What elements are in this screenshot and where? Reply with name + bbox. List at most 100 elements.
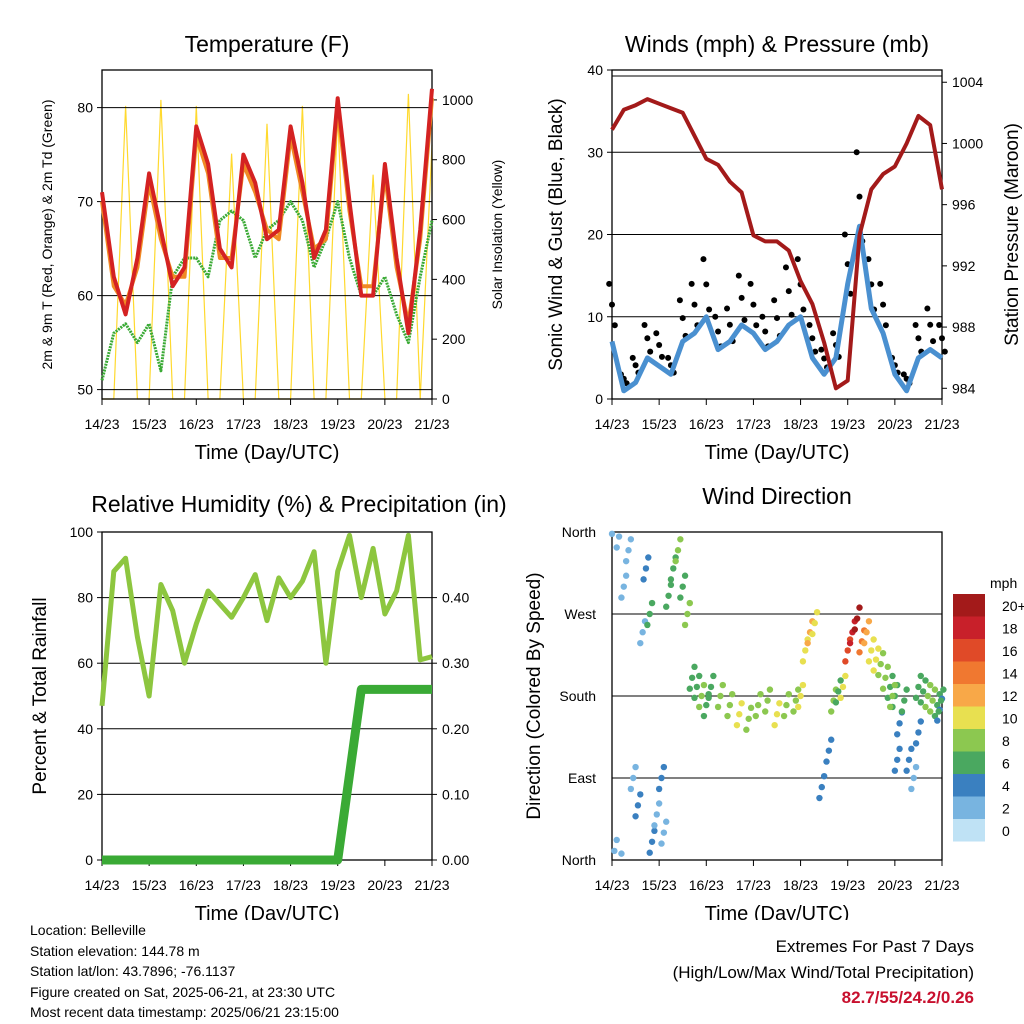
direction-point	[663, 818, 670, 825]
direction-point	[625, 547, 632, 554]
humidity-xtick-label: 15/23	[132, 877, 167, 893]
winds-frame	[611, 69, 943, 400]
direction-point	[828, 736, 835, 743]
direction-point	[627, 536, 635, 543]
humidity-title: Relative Humidity (%) & Precipitation (i…	[91, 491, 506, 517]
direction-point	[870, 667, 877, 674]
direction-point	[865, 658, 873, 665]
temperature-y2tick-label: 200	[442, 331, 466, 347]
direction-point	[651, 827, 658, 835]
direction-point	[640, 576, 647, 583]
recent-timestamp-text: Most recent data timestamp: 2025/06/21 2…	[30, 1004, 339, 1020]
gust-point	[609, 301, 615, 308]
winds-panel: Winds (mph) & Pressure (mb) 0 10 20 30 40 984 9…	[546, 31, 1023, 464]
humidity-xtick-label: 19/23	[320, 877, 355, 893]
temperature-2m-line	[100, 88, 434, 336]
colorbar-label: 10	[1002, 711, 1018, 727]
direction-point	[646, 849, 653, 856]
humidity-y2tick-label: 0.40	[442, 590, 469, 606]
humidity-xtick-label: 18/23	[273, 877, 308, 893]
direction-point	[937, 697, 945, 704]
direction-point	[644, 621, 651, 629]
colorbar-swatch	[953, 706, 985, 729]
gust-point	[759, 313, 766, 320]
direction-point	[837, 694, 844, 702]
humidity-ytick-label: 40	[77, 721, 93, 737]
direction-panel: Wind Direction North East South West North 14/…	[524, 483, 1024, 920]
direction-point	[627, 785, 635, 793]
direction-ylabel: Direction (Colored By Speed)	[524, 572, 545, 819]
direction-point	[646, 610, 653, 618]
temperature-xtick-label: 19/23	[320, 416, 355, 432]
gust-point	[830, 330, 837, 337]
gust-point	[941, 348, 948, 355]
elevation-text: Station elevation: 144.78 m	[30, 942, 200, 959]
direction-ytick-label: North	[562, 524, 596, 540]
direction-point	[693, 683, 701, 691]
direction-point	[637, 639, 644, 647]
gust-point	[726, 321, 733, 328]
colorbar-swatch	[953, 594, 985, 617]
gust-point	[653, 330, 660, 337]
direction-ytick-label: West	[564, 606, 596, 622]
direction-point	[665, 592, 672, 599]
temperature-y2tick-label: 400	[442, 271, 466, 287]
direction-point	[745, 715, 752, 722]
direction-point	[714, 703, 722, 711]
direction-point	[783, 701, 790, 709]
gust-point	[679, 315, 686, 322]
direction-point	[757, 690, 764, 698]
direction-point	[837, 677, 844, 684]
winds-ytick-label: 30	[587, 144, 603, 160]
direction-point	[686, 599, 693, 607]
direction-point	[917, 672, 924, 680]
direction-point	[795, 686, 802, 693]
direction-point	[922, 677, 929, 684]
temperature-xtick-label: 14/23	[84, 416, 119, 432]
direction-point	[896, 745, 903, 753]
temperature-y2tick-label: 600	[442, 212, 466, 228]
gust-point	[641, 321, 648, 328]
gust-point	[794, 256, 801, 263]
colorbar-label: 12	[1002, 688, 1018, 704]
direction-point	[634, 802, 642, 809]
direction-xtick-label: 21/23	[924, 877, 959, 893]
direction-point	[651, 822, 658, 829]
humidity-xtick-label: 21/23	[414, 877, 449, 893]
direction-point	[929, 697, 936, 704]
gust-point	[774, 315, 780, 322]
direction-point	[696, 672, 703, 680]
direction-point	[660, 763, 668, 771]
winds-y2tick-label: 984	[952, 380, 976, 396]
direction-point	[842, 658, 849, 665]
direction-point	[686, 685, 693, 692]
humidity-ylabel: Percent & Total Rainfall	[30, 597, 51, 794]
direction-point	[663, 603, 670, 610]
direction-xtick-label: 14/23	[594, 877, 629, 893]
direction-point	[891, 767, 899, 774]
station-info: Location: Belleville Station elevation: …	[30, 920, 339, 1023]
humidity-ytick-label: 80	[77, 590, 93, 606]
humidity-ytick-label: 20	[77, 786, 93, 802]
winds-title: Winds (mph) & Pressure (mb)	[625, 31, 929, 57]
direction-xtick-label: 20/23	[877, 877, 912, 893]
direction-point	[691, 663, 698, 671]
humidity-xlabel: Time (Day/UTC)	[195, 903, 340, 920]
gust-point	[880, 301, 887, 308]
colorbar-swatch	[953, 819, 985, 842]
extremes-title: Extremes For Past 7 Days	[775, 937, 974, 956]
direction-point	[670, 565, 677, 572]
direction-point	[637, 791, 644, 798]
gust-point	[924, 305, 931, 312]
direction-point	[825, 747, 833, 754]
temperature-title: Temperature (F)	[185, 31, 350, 57]
direction-point	[863, 629, 870, 636]
direction-point	[856, 604, 863, 611]
direction-point	[820, 772, 828, 780]
direction-point	[684, 610, 691, 618]
direction-point	[658, 774, 665, 782]
temperature-y2tick-label: 1000	[442, 92, 473, 108]
colorbar-swatch	[953, 729, 985, 752]
direction-point	[613, 836, 620, 844]
gust-point	[915, 335, 922, 342]
